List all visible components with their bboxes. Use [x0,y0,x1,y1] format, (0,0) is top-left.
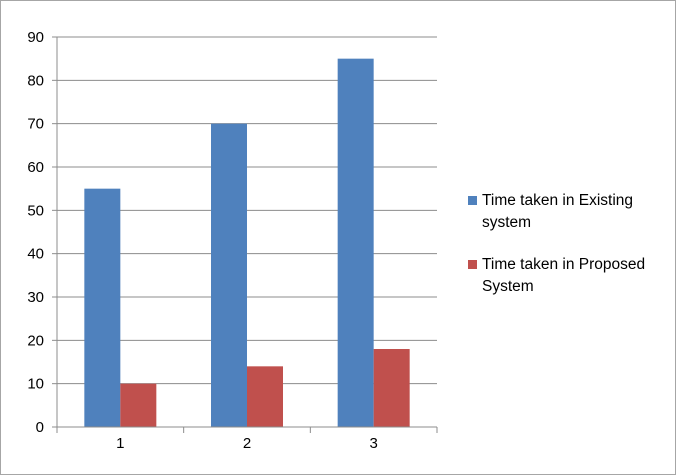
y-tick-label: 50 [27,202,44,219]
y-tick-label: 80 [27,72,44,89]
x-tick-label: 2 [243,435,251,452]
bar-proposed [373,349,410,427]
y-tick-label: 60 [27,159,44,176]
y-tick-label: 40 [27,246,44,263]
bar-existing [337,58,374,428]
bar-existing [84,188,121,427]
y-tick-label: 10 [27,376,44,393]
y-tick-label: 90 [27,29,44,46]
legend-swatch-existing [468,196,477,205]
x-tick-label: 3 [369,435,377,452]
y-tick-label: 70 [27,116,44,133]
legend-label-existing: Time taken in Existing system [482,192,634,231]
y-tick-label: 0 [36,419,44,436]
legend-item-proposed: Time taken in Proposed System [468,254,673,298]
legend-swatch-proposed [468,260,477,269]
bar-existing [211,123,247,428]
legend: Time taken in Existing system Time taken… [468,190,673,318]
bar-proposed [120,383,157,427]
y-tick-label: 20 [27,332,44,349]
legend-label-proposed: Time taken in Proposed System [482,256,646,295]
legend-item-existing: Time taken in Existing system [468,190,673,234]
y-tick-label: 30 [27,289,44,306]
bar-proposed [247,366,283,427]
x-tick-label: 1 [116,435,124,452]
